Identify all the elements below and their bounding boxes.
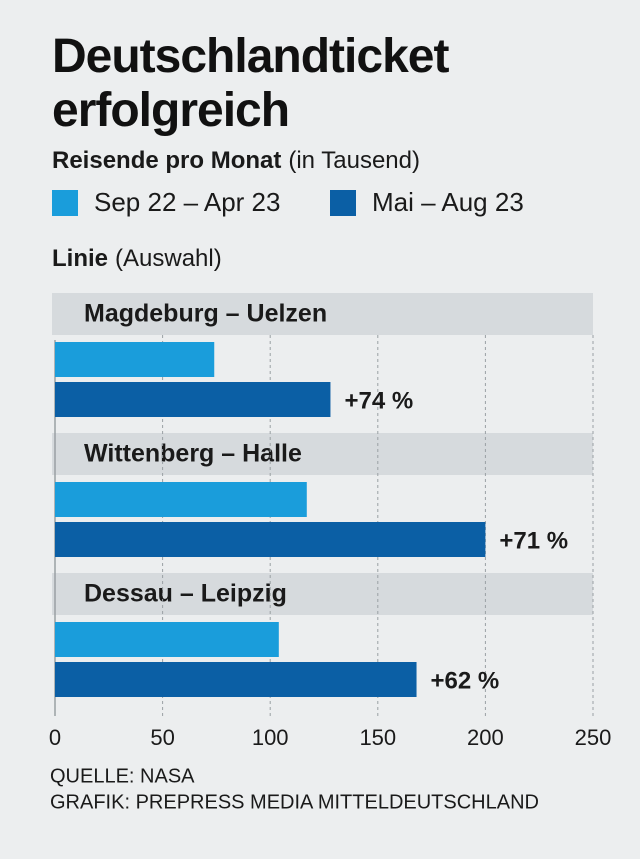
category-label: Dessau – Leipzig <box>84 580 287 608</box>
annotation: +71 % <box>499 527 568 554</box>
x-tick-label: 150 <box>359 725 396 750</box>
unit: (in Tausend) <box>288 147 420 174</box>
category-band <box>52 573 593 615</box>
category-band <box>52 293 593 335</box>
legend-swatch <box>330 190 356 216</box>
annotation: +62 % <box>431 667 500 694</box>
bar <box>55 342 215 377</box>
category-note: (Auswahl) <box>115 245 222 272</box>
x-tick-label: 0 <box>49 725 61 750</box>
category-label: Wittenberg – Halle <box>84 440 302 468</box>
x-tick-label: 100 <box>252 725 289 750</box>
bar <box>55 482 307 517</box>
credit: GRAFIK: PREPRESS MEDIA MITTELDEUTSCHLAND <box>50 791 539 813</box>
bar <box>55 662 417 697</box>
category-label-main: Linie <box>52 245 108 272</box>
subtitle-main: Reisende pro Monat <box>52 147 281 174</box>
legend-label: Sep 22 – Apr 23 <box>94 187 280 217</box>
category-label: Linie (Auswahl) <box>52 245 222 272</box>
x-tick-label: 250 <box>575 725 612 750</box>
bar <box>55 522 486 557</box>
bar <box>55 382 331 417</box>
bar <box>55 622 279 657</box>
legend-label: Mai – Aug 23 <box>372 187 524 217</box>
x-tick-label: 200 <box>467 725 504 750</box>
annotation: +74 % <box>344 387 413 414</box>
category-band <box>52 433 593 475</box>
chart-title: Deutschlandticket erfolgreich <box>52 30 449 137</box>
category-label: Magdeburg – Uelzen <box>84 300 327 328</box>
x-tick-label: 50 <box>150 725 174 750</box>
legend-swatch <box>52 190 78 216</box>
subtitle: Reisende pro Monat (in Tausend) <box>52 147 420 174</box>
source: QUELLE: NASA <box>50 765 195 787</box>
